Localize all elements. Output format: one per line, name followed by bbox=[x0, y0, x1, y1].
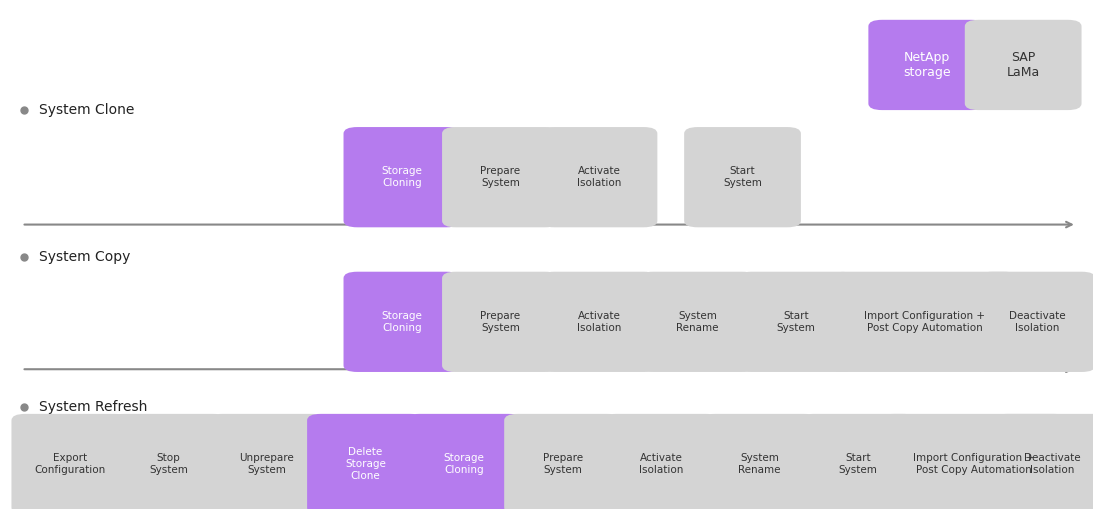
Text: Prepare
System: Prepare System bbox=[542, 453, 583, 475]
FancyBboxPatch shape bbox=[978, 272, 1093, 372]
FancyBboxPatch shape bbox=[209, 414, 326, 509]
FancyBboxPatch shape bbox=[11, 414, 128, 509]
Text: Delete
Storage
Clone: Delete Storage Clone bbox=[345, 447, 386, 480]
Text: SAP
LaMa: SAP LaMa bbox=[1007, 51, 1039, 79]
Text: Deactivate
Isolation: Deactivate Isolation bbox=[1024, 453, 1080, 475]
Text: System
Rename: System Rename bbox=[677, 311, 719, 333]
Text: System
Rename: System Rename bbox=[739, 453, 780, 475]
Text: Prepare
System: Prepare System bbox=[481, 311, 520, 333]
FancyBboxPatch shape bbox=[406, 414, 522, 509]
Text: System Refresh: System Refresh bbox=[38, 400, 148, 414]
FancyBboxPatch shape bbox=[541, 272, 657, 372]
Text: System Copy: System Copy bbox=[38, 250, 130, 264]
Text: Import Configuration +
Post Copy Automation: Import Configuration + Post Copy Automat… bbox=[914, 453, 1034, 475]
Text: Start
System: Start System bbox=[724, 166, 762, 188]
Text: Stop
System: Stop System bbox=[149, 453, 188, 475]
FancyBboxPatch shape bbox=[684, 127, 801, 228]
FancyBboxPatch shape bbox=[541, 127, 657, 228]
FancyBboxPatch shape bbox=[738, 272, 855, 372]
Text: Prepare
System: Prepare System bbox=[481, 166, 520, 188]
Text: NetApp
storage: NetApp storage bbox=[903, 51, 951, 79]
FancyBboxPatch shape bbox=[800, 414, 917, 509]
Text: Activate
Isolation: Activate Isolation bbox=[639, 453, 683, 475]
FancyBboxPatch shape bbox=[868, 20, 985, 110]
Text: Start
System: Start System bbox=[777, 311, 815, 333]
FancyBboxPatch shape bbox=[832, 272, 1018, 372]
Text: Deactivate
Isolation: Deactivate Isolation bbox=[1009, 311, 1066, 333]
FancyBboxPatch shape bbox=[307, 414, 424, 509]
Text: Unprepare
System: Unprepare System bbox=[239, 453, 294, 475]
FancyBboxPatch shape bbox=[343, 272, 460, 372]
FancyBboxPatch shape bbox=[881, 414, 1067, 509]
FancyBboxPatch shape bbox=[110, 414, 226, 509]
Text: Activate
Isolation: Activate Isolation bbox=[577, 166, 621, 188]
Text: Import Configuration +
Post Copy Automation: Import Configuration + Post Copy Automat… bbox=[865, 311, 985, 333]
Text: Storage
Cloning: Storage Cloning bbox=[381, 311, 422, 333]
FancyBboxPatch shape bbox=[602, 414, 719, 509]
FancyBboxPatch shape bbox=[343, 127, 460, 228]
FancyBboxPatch shape bbox=[442, 127, 559, 228]
FancyBboxPatch shape bbox=[994, 414, 1093, 509]
Text: System Clone: System Clone bbox=[38, 103, 134, 117]
Text: Storage
Cloning: Storage Cloning bbox=[444, 453, 484, 475]
FancyBboxPatch shape bbox=[702, 414, 818, 509]
Text: Activate
Isolation: Activate Isolation bbox=[577, 311, 621, 333]
Text: Storage
Cloning: Storage Cloning bbox=[381, 166, 422, 188]
FancyBboxPatch shape bbox=[965, 20, 1082, 110]
FancyBboxPatch shape bbox=[442, 272, 559, 372]
Text: Export
Configuration: Export Configuration bbox=[34, 453, 105, 475]
Text: Start
System: Start System bbox=[838, 453, 878, 475]
FancyBboxPatch shape bbox=[639, 272, 756, 372]
FancyBboxPatch shape bbox=[504, 414, 621, 509]
